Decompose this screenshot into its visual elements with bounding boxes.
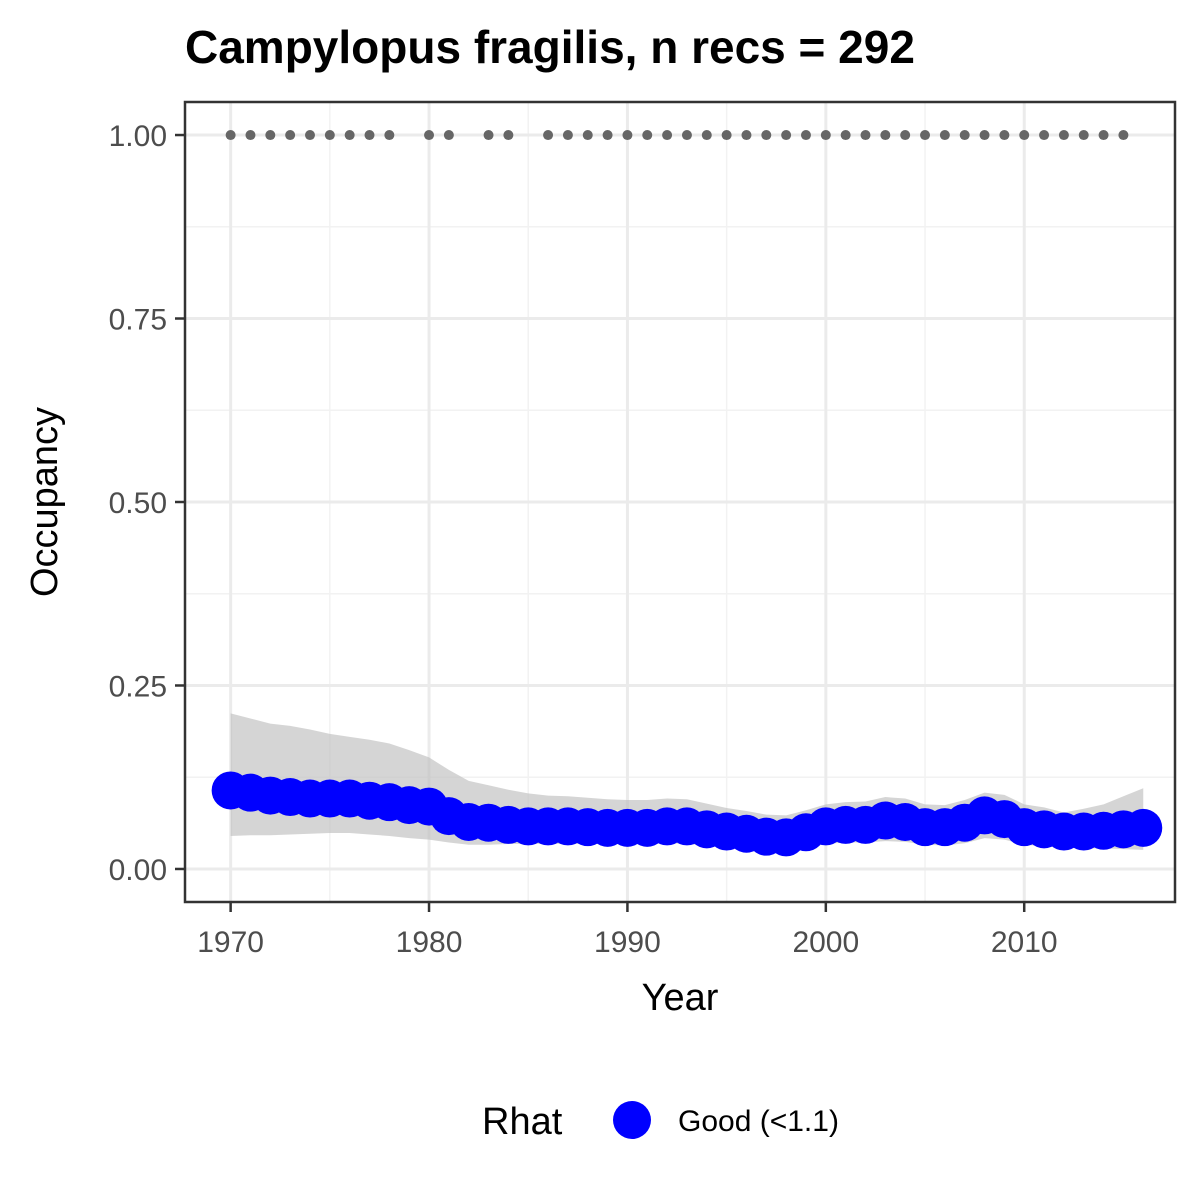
record-dot <box>304 130 315 141</box>
x-tick-label: 2010 <box>991 926 1058 959</box>
record-dot <box>741 130 752 141</box>
record-dot <box>622 130 633 141</box>
record-dot <box>1118 130 1129 141</box>
record-dot <box>939 130 950 141</box>
record-dot <box>1058 130 1069 141</box>
record-dot <box>562 130 573 141</box>
y-tick-label: 0.25 <box>109 670 167 703</box>
record-dot <box>880 130 891 141</box>
record-dot <box>920 130 931 141</box>
record-dot <box>582 130 593 141</box>
record-dot <box>820 130 831 141</box>
y-axis: 0.00 0.25 0.50 0.75 1.00 <box>109 120 185 887</box>
record-dot <box>602 130 613 141</box>
record-dot <box>483 130 494 141</box>
record-dot <box>543 130 554 141</box>
record-dots <box>225 130 1129 141</box>
record-dot <box>860 130 871 141</box>
x-tick-label: 1980 <box>396 926 463 959</box>
record-dot <box>761 130 772 141</box>
occupancy-point <box>1124 808 1163 847</box>
x-tick-label: 2000 <box>792 926 859 959</box>
record-dot <box>443 130 454 141</box>
record-dot <box>959 130 970 141</box>
record-dot <box>265 130 276 141</box>
y-tick-label: 0.00 <box>109 854 167 887</box>
record-dot <box>900 130 911 141</box>
y-tick-label: 0.50 <box>109 487 167 520</box>
occupancy-points <box>211 771 1163 857</box>
record-dot <box>721 130 732 141</box>
record-dot <box>245 130 256 141</box>
record-dot <box>1019 130 1030 141</box>
x-axis-title: Year <box>642 977 719 1019</box>
record-dot <box>324 130 335 141</box>
y-axis-title: Occupancy <box>24 407 66 597</box>
record-dot <box>364 130 375 141</box>
record-dot <box>344 130 355 141</box>
record-dot <box>979 130 990 141</box>
record-dot <box>999 130 1010 141</box>
record-dot <box>701 130 712 141</box>
legend: Rhat Good (<1.1) <box>482 1101 839 1143</box>
record-dot <box>662 130 673 141</box>
chart-title: Campylopus fragilis, n recs = 292 <box>185 21 915 73</box>
plot-panel <box>183 100 1177 904</box>
record-dot <box>1098 130 1109 141</box>
x-tick-label: 1990 <box>594 926 661 959</box>
y-tick-label: 1.00 <box>109 120 167 153</box>
record-dot <box>1078 130 1089 141</box>
y-tick-label: 0.75 <box>109 304 167 337</box>
x-tick-label: 1970 <box>197 926 264 959</box>
record-dot <box>681 130 692 141</box>
record-dot <box>424 130 435 141</box>
record-dot <box>800 130 811 141</box>
record-dot <box>225 130 236 141</box>
x-axis: 1970 1980 1990 2000 2010 <box>197 902 1058 959</box>
record-dot <box>285 130 296 141</box>
record-dot <box>503 130 514 141</box>
record-dot <box>781 130 792 141</box>
legend-key-good <box>613 1101 651 1139</box>
legend-label-good: Good (<1.1) <box>678 1105 839 1138</box>
record-dot <box>1039 130 1050 141</box>
record-dot <box>384 130 395 141</box>
record-dot <box>840 130 851 141</box>
record-dot <box>642 130 653 141</box>
legend-title: Rhat <box>482 1101 563 1143</box>
